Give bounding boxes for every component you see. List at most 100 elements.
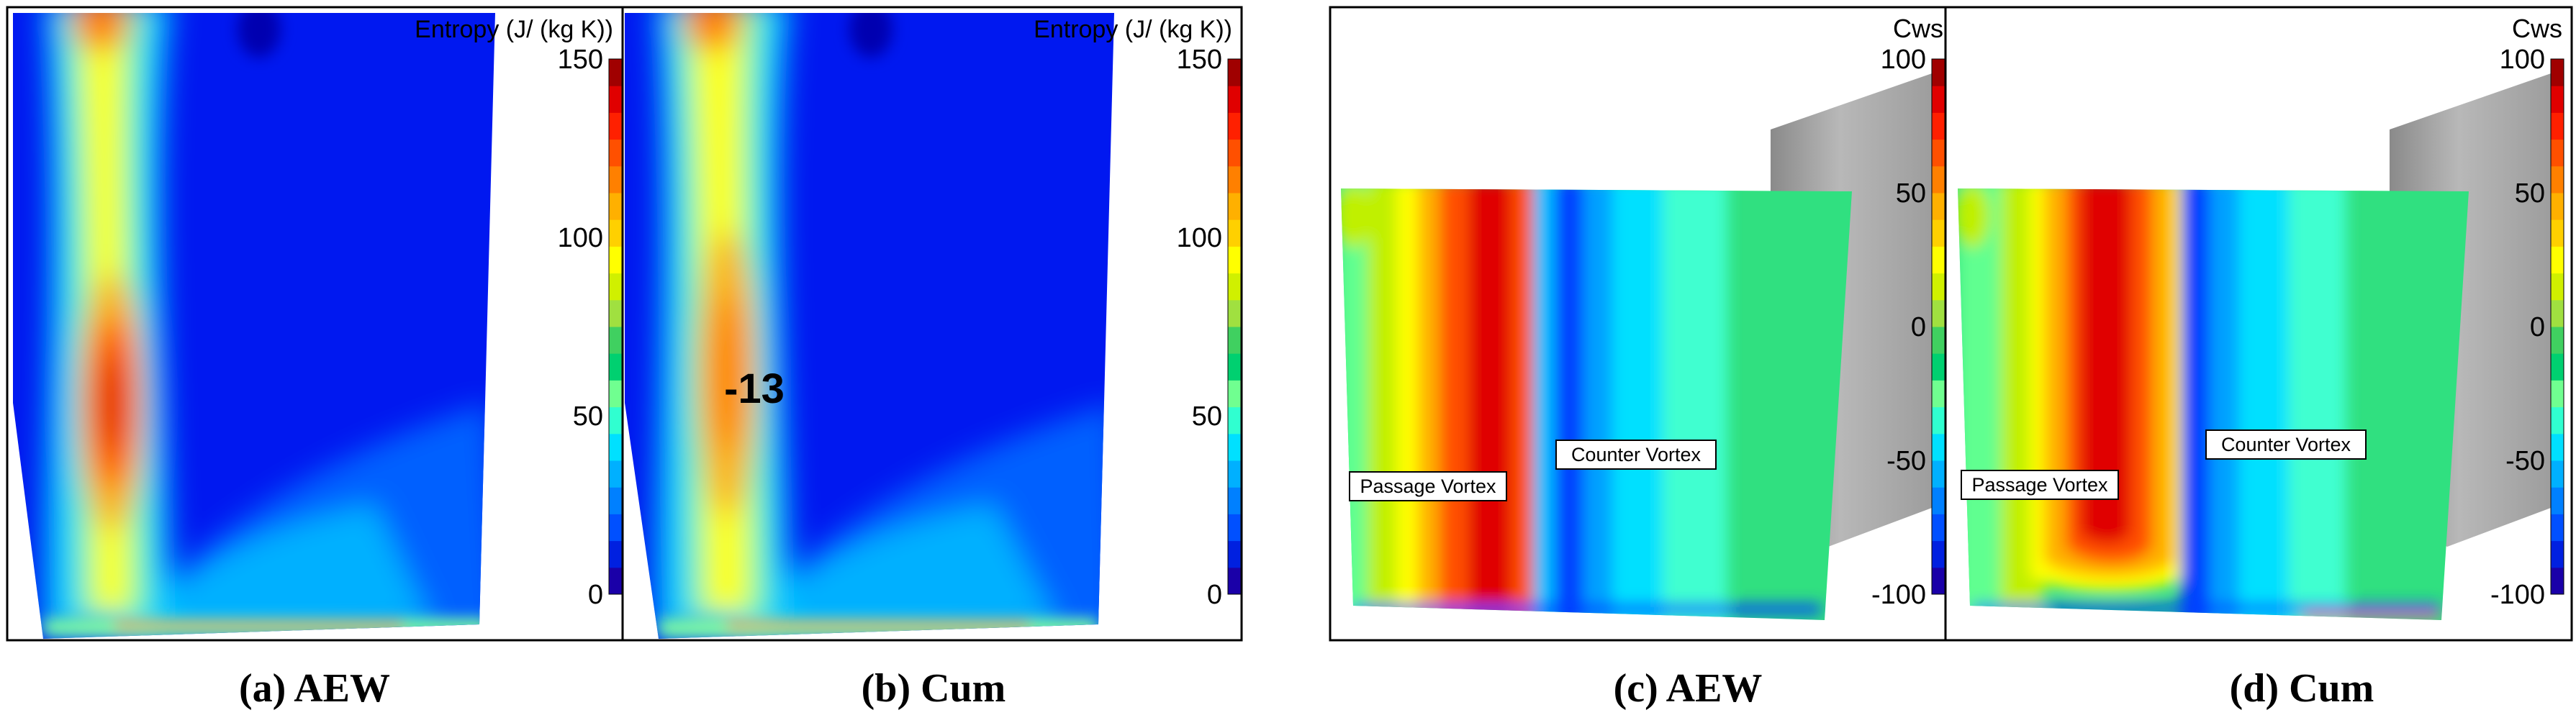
cws-colorbar-c-level [1932, 567, 1945, 595]
cws-colorbar-d-tick-label: 50 [2515, 178, 2545, 209]
cws-colorbar-d-level [2551, 380, 2564, 408]
cws-colorbar-c-level [1932, 327, 1945, 354]
cws-colorbar-d-level [2551, 246, 2564, 274]
entropy-colorbar-b-tick-label: 0 [1207, 580, 1222, 610]
panel-d: Passage Vortex Counter Vortex [1944, 6, 2573, 642]
cws-colorbar-d-level [2551, 567, 2564, 595]
cws-colorbar-c-level [1932, 59, 1945, 86]
entropy-colorbar-b-level [1228, 219, 1241, 247]
cws-colorbar-d-tick-label: 100 [2500, 45, 2545, 75]
cws-colorbar-c-level [1932, 380, 1945, 408]
cws-colorbar-d-level [2551, 165, 2564, 194]
cws-colorbar-c-level [1932, 219, 1945, 247]
caption-c: (c) AEW [1614, 666, 1763, 711]
panel-c: Passage Vortex Counter Vortex [1329, 6, 1947, 642]
entropy-colorbar-a-level [609, 139, 622, 167]
panel-b: -13 [621, 6, 1243, 642]
cws-colorbar-c-level [1932, 246, 1945, 274]
entropy-colorbar-a-level [609, 567, 622, 595]
passage-vortex-label: Passage Vortex [1360, 476, 1496, 497]
entropy-colorbar-a-level [609, 433, 622, 461]
cws-colorbar-d-level [2551, 433, 2564, 461]
entropy-colorbar-a-level [609, 246, 622, 274]
cws-colorbar-d-tick-label: 0 [2530, 312, 2545, 342]
entropy-colorbar-b-level [1228, 433, 1241, 461]
entropy-colorbar-b-level [1228, 567, 1241, 595]
cws-colorbar-d-level [2551, 353, 2564, 381]
entropy-colorbar-b-level [1228, 327, 1241, 354]
caption-d: (d) Cum [2230, 666, 2374, 711]
cws-colorbar-d-level [2551, 299, 2564, 327]
cws-colorbar-d-level [2551, 59, 2564, 86]
entropy-colorbar-a-level [609, 380, 622, 408]
entropy-colorbar-a-level [609, 540, 622, 568]
entropy-colorbar-b-level [1228, 139, 1241, 167]
entropy-colorbar-b-level [1228, 380, 1241, 408]
entropy-colorbar-b-level [1228, 406, 1241, 434]
counter-vortex-label-box-d [2205, 429, 2367, 460]
cws-colorbar-c-level [1932, 353, 1945, 381]
entropy-colorbar-b-level [1228, 86, 1241, 113]
legend-title-d: Cws [2512, 14, 2562, 43]
entropy-colorbar-b-level [1228, 353, 1241, 381]
cws-colorbar-d: -100 -50 0 50 100 Cws [2490, 14, 2564, 610]
entropy-colorbar-b-level [1228, 59, 1241, 86]
annotation-label: -13 [724, 365, 785, 412]
entropy-colorbar-b-level [1228, 487, 1241, 514]
counter-vortex-label: Counter Vortex [1571, 444, 1701, 465]
entropy-colorbar-b-level [1228, 540, 1241, 568]
cws-colorbar-c-level [1932, 299, 1945, 327]
entropy-colorbar-b-level [1228, 460, 1241, 488]
cws-colorbar-c-level [1932, 514, 1945, 542]
entropy-colorbar-a-level [609, 327, 622, 354]
cws-colorbar-c-tick-label: -50 [1886, 446, 1926, 476]
passage-vortex-label-box-c [1349, 471, 1507, 501]
cws-colorbar-d-level [2551, 406, 2564, 434]
cws-colorbar-d-level [2551, 487, 2564, 514]
entropy-colorbar-a-level [609, 514, 622, 542]
legend-title-a: Entropy (J/ (kg K)) [415, 16, 613, 43]
cws-colorbar-c-tick-label: 100 [1881, 45, 1926, 75]
cws-colorbar-d-level [2551, 514, 2564, 542]
cws-colorbar-c-level [1932, 406, 1945, 434]
counter-vortex-label-box-c [1555, 440, 1717, 470]
entropy-colorbar-a-tick-label: 150 [558, 45, 603, 75]
entropy-colorbar-a-level [609, 86, 622, 113]
cws-colorbar-c-level [1932, 165, 1945, 194]
entropy-colorbar-b-level [1228, 514, 1241, 542]
passage-vortex-label: Passage Vortex [1971, 474, 2108, 496]
entropy-colorbar-b-tick-label: 150 [1177, 45, 1222, 75]
entropy-colorbar-a-tick-label: 100 [558, 223, 603, 253]
cws-colorbar-d-level [2551, 86, 2564, 113]
entropy-colorbar-a-tick-label: 50 [573, 401, 603, 432]
entropy-colorbar-b-level [1228, 193, 1241, 220]
entropy-colorbar-b-level [1228, 299, 1241, 327]
entropy-colorbar-a-level [609, 487, 622, 514]
entropy-colorbar-a-level [609, 460, 622, 488]
entropy-colorbar-a-level [609, 59, 622, 86]
cws-colorbar-d-tick-label: -50 [2505, 446, 2545, 476]
entropy-colorbar-a-level [609, 219, 622, 247]
entropy-colorbar-a-level [609, 353, 622, 381]
entropy-colorbar-b-level [1228, 112, 1241, 140]
panel-c-contour [1341, 188, 1852, 620]
cws-colorbar-d-level [2551, 540, 2564, 568]
cws-colorbar-d-tick-label: -100 [2490, 580, 2545, 610]
panel-d-contour [1958, 188, 2469, 620]
entropy-colorbar-a-level [609, 193, 622, 220]
entropy-colorbar-a-level [609, 299, 622, 327]
cws-colorbar-c-level [1932, 139, 1945, 167]
entropy-colorbar-a-tick-label: 0 [588, 580, 603, 610]
legend-title-c: Cws [1893, 14, 1943, 43]
cws-colorbar-c-level [1932, 112, 1945, 140]
cws-colorbar-c-level [1932, 86, 1945, 113]
cws-colorbar-c-level [1932, 433, 1945, 461]
entropy-colorbar-b-level [1228, 165, 1241, 194]
entropy-colorbar-b-level [1228, 246, 1241, 274]
entropy-colorbar-a-level [609, 406, 622, 434]
entropy-colorbar-b-tick-label: 100 [1177, 223, 1222, 253]
cws-colorbar-d-level [2551, 139, 2564, 167]
cws-colorbar-c-level [1932, 487, 1945, 514]
panel-b-contour [625, 13, 1114, 639]
